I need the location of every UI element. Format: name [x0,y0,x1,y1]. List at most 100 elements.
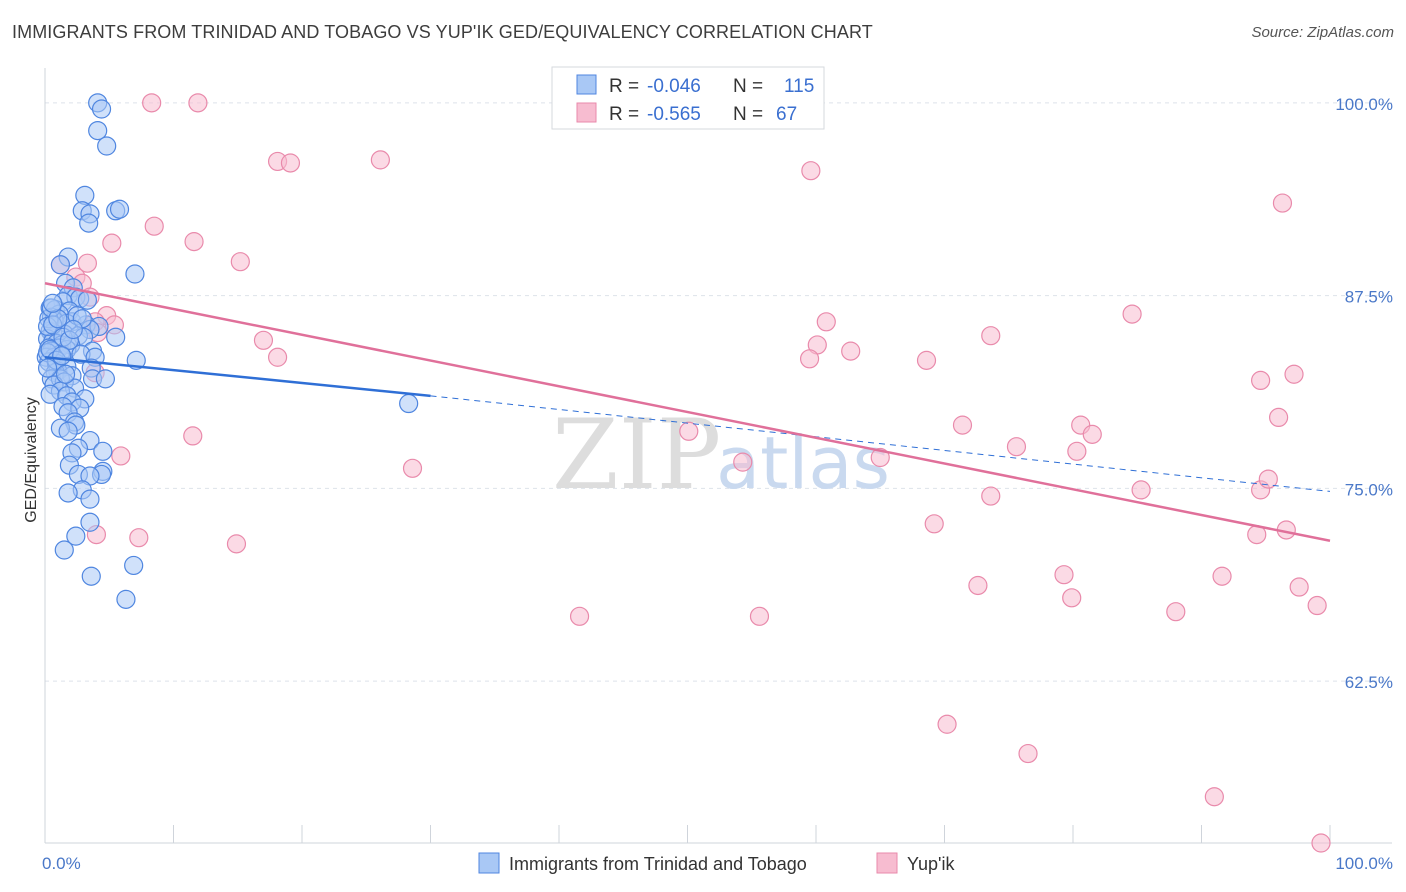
trinidad-trend-extension [430,395,1331,492]
trinidad-point-9 [109,199,130,219]
stats-legend: R = -0.046 N = 115 R = -0.565 N = 67 [551,66,825,130]
x-tick-label-0: 0.0% [42,854,81,873]
yupik-point-49 [226,534,247,554]
yupik-point-58 [569,606,590,626]
series-trinidad [36,93,419,609]
trinidad-point-93 [81,566,101,586]
y-tick-label-0: 62.5% [1345,673,1393,692]
legend-n-value-1: 115 [784,76,814,97]
axes [44,68,1392,844]
trinidad-point-89 [80,489,100,509]
yupik-point-43 [870,447,890,468]
tick-labels: 62.5% 75.0% 87.5% 100.0% 0.0% 100.0% [42,95,1393,873]
yupik-point-6 [1272,193,1293,213]
yupik-point-45 [1131,480,1151,500]
series-yupik [50,93,1331,853]
y-tick-label-2: 87.5% [1345,288,1393,307]
yupik-point-51 [1054,565,1074,585]
trinidad-point-3 [97,136,117,156]
yupik-point-27 [799,349,820,369]
trinidad-point-77 [58,421,78,441]
legend-r-label-2: R = [609,104,639,125]
yupik-point-40 [111,446,131,466]
trinidad-point-96 [399,393,419,414]
yupik-point-4 [370,150,390,170]
trinidad-point-113 [63,319,83,340]
yupik-point-7 [144,216,164,236]
yupik-point-39 [1067,441,1087,461]
trinidad-trend-line [44,356,431,398]
yupik-point-32 [183,426,203,446]
trinidad-point-94 [124,555,144,576]
trinidad-point-62 [95,369,115,389]
legend-swatch-blue [576,74,597,95]
watermark-zip: ZIP [552,399,721,511]
legend-n-value-2: 67 [776,104,797,125]
legend-n-label-1: N = [733,76,763,97]
yupik-point-62 [937,714,957,734]
trinidad-point-80 [93,441,113,461]
trinidad-point-1 [88,120,108,141]
yupik-point-48 [129,528,149,548]
trinidad-point-12 [125,264,145,284]
trinidad-point-107 [55,364,76,384]
trinidad-point-95 [116,589,136,609]
yupik-point-47 [1258,469,1278,489]
yupik-point-44 [981,486,1001,506]
yupik-point-31 [1284,364,1304,384]
trinidad-point-11 [50,255,71,275]
trinidad-point-2 [91,99,112,119]
yupik-point-0 [142,93,162,113]
yupik-point-41 [402,458,423,478]
yupik-point-35 [1006,437,1027,457]
yupik-point-42 [733,452,753,472]
grid-lines [45,102,1392,682]
yupik-point-12 [230,252,250,272]
yupik-point-1 [188,93,208,113]
yupik-point-59 [749,606,770,626]
yupik-point-53 [1212,566,1232,586]
yupik-point-28 [916,350,937,370]
chart-title: IMMIGRANTS FROM TRINIDAD AND TOBAGO VS Y… [12,22,873,42]
trinidad-point-88 [58,483,78,503]
yupik-point-9 [102,233,122,253]
yupik-point-8 [184,232,204,252]
trinidad-point-35 [106,327,126,347]
bottom-legend-swatch-pink [876,852,898,874]
yupik-point-64 [1204,787,1224,807]
yupik-point-11 [77,253,98,273]
y-tick-label-3: 100.0% [1335,95,1393,114]
yupik-point-21 [981,326,1001,346]
yupik-point-56 [1289,577,1309,597]
yupik-point-22 [1122,304,1142,324]
bottom-legend-swatch-blue [478,852,500,874]
series-legend: Immigrants from Trinidad and Tobago Yup'… [478,852,955,874]
yupik-point-50 [924,514,944,534]
yupik-point-37 [1082,424,1102,444]
yupik-point-60 [968,575,988,596]
yupik-point-20 [816,312,836,332]
y-axis-title: GED/Equivalency [23,397,40,522]
yupik-point-5 [801,161,821,181]
yupik-point-34 [952,415,973,435]
x-tick-label-1: 100.0% [1335,854,1393,873]
yupik-point-52 [1062,588,1082,608]
yupik-point-23 [253,330,274,350]
trinidad-point-7 [79,213,99,233]
yupik-point-63 [1018,743,1038,764]
bottom-legend-label-1: Immigrants from Trinidad and Tobago [509,854,807,874]
trinidad-point-90 [80,512,100,532]
yupik-point-65 [1311,833,1331,853]
trinidad-point-114 [52,346,72,366]
source-label: Source: ZipAtlas.com [1251,24,1394,41]
y-tick-label-1: 75.0% [1345,480,1393,499]
yupik-point-3 [280,153,301,173]
bottom-legend-label-2: Yup'ik [907,854,955,874]
trinidad-point-91 [66,526,86,546]
yupik-point-38 [1268,407,1289,428]
trend-lines [44,282,1331,542]
yupik-trend-line [44,282,1331,542]
legend-r-value-2: -0.565 [647,104,701,125]
legend-swatch-pink [576,102,597,123]
